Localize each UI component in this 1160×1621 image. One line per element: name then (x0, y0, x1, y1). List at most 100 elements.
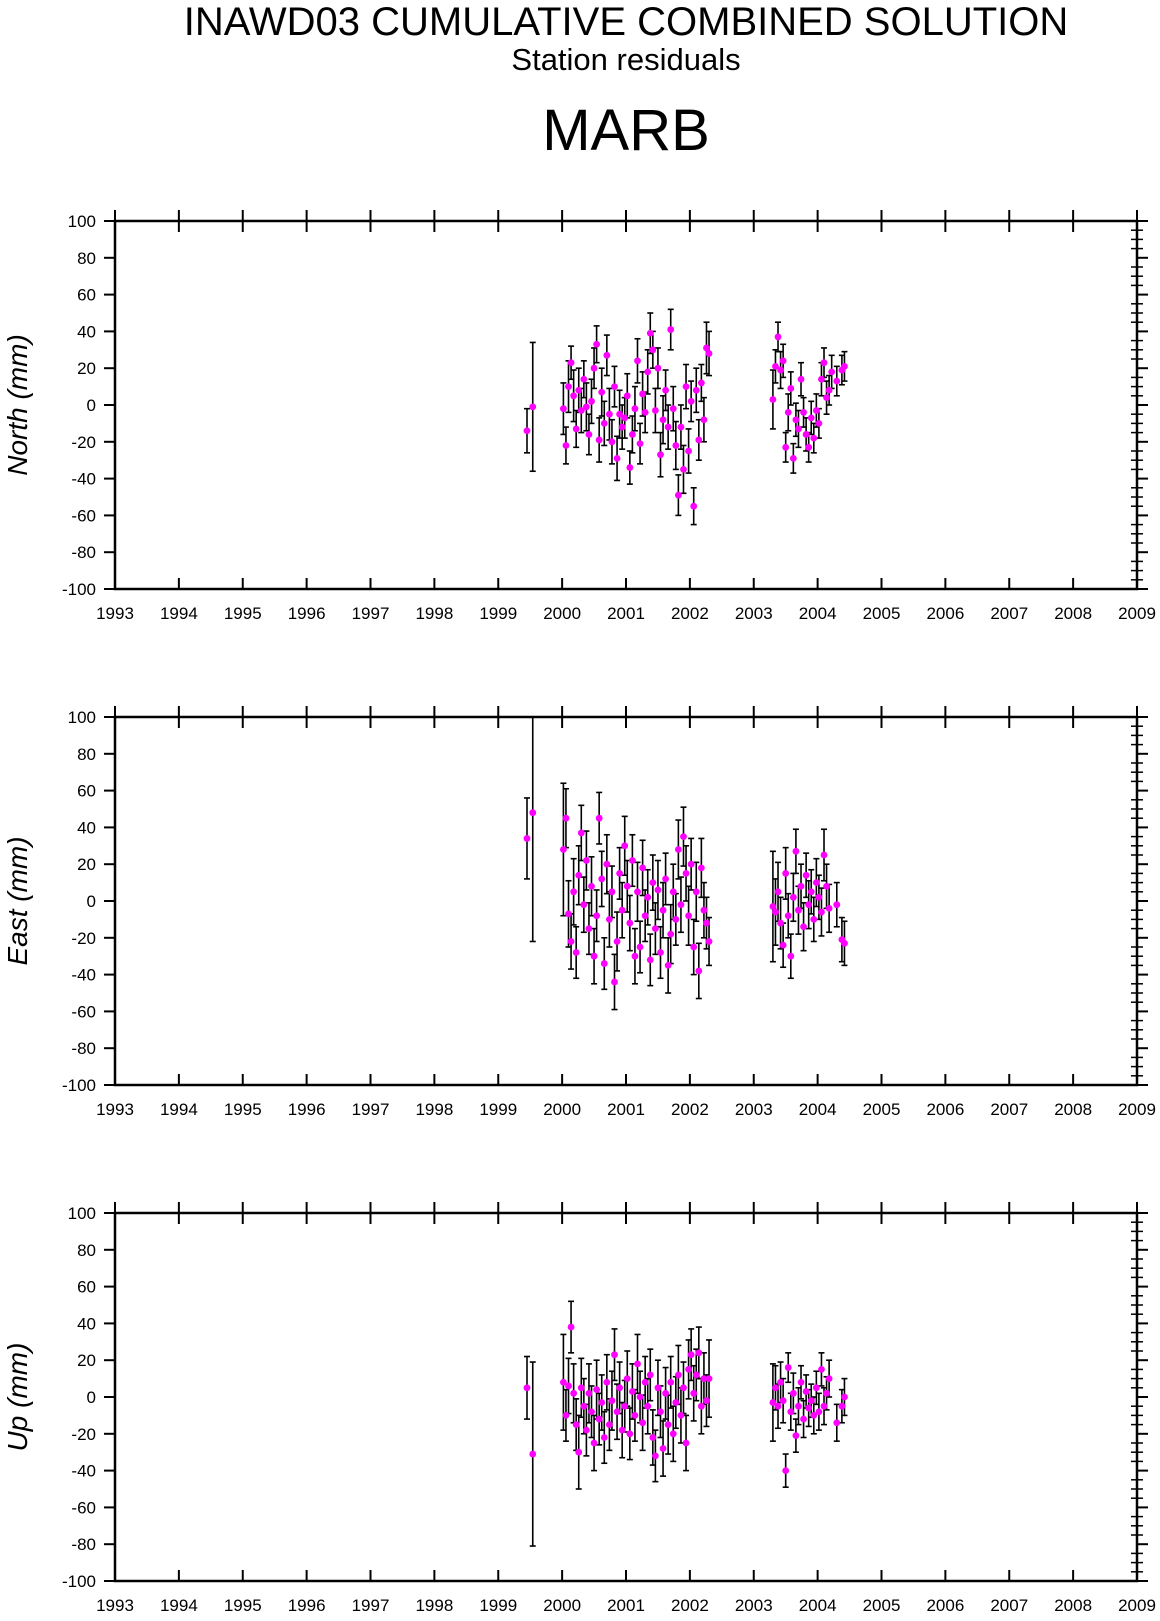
x-tick-label: 2004 (799, 1596, 837, 1615)
data-point (598, 1399, 606, 1406)
data-point (621, 414, 629, 422)
data-point (695, 436, 703, 444)
x-tick-label: 1998 (415, 1596, 453, 1615)
data-point (588, 882, 595, 890)
data-point (682, 383, 690, 390)
data-point (641, 1378, 649, 1386)
data-point (626, 464, 634, 471)
data-point (779, 941, 787, 949)
data-point (672, 916, 680, 923)
data-point (805, 443, 813, 451)
data-point (787, 952, 795, 960)
data-point (611, 978, 618, 986)
data-point (820, 1402, 828, 1410)
data-point (582, 857, 590, 864)
x-tick-label: 1995 (224, 1100, 262, 1119)
data-point (769, 1399, 777, 1406)
data-point (654, 364, 662, 372)
x-tick-label: 1996 (288, 1596, 326, 1615)
data-point (690, 502, 698, 510)
data-point (800, 923, 807, 931)
x-tick-label: 1995 (224, 1596, 262, 1615)
data-point (815, 893, 823, 901)
data-point (680, 833, 687, 840)
x-tick-label: 1999 (479, 1100, 517, 1119)
data-point (697, 379, 705, 387)
data-point (639, 864, 647, 872)
x-tick-label: 1996 (288, 604, 326, 623)
data-point (772, 1384, 779, 1392)
y-tick-label: -40 (71, 1462, 96, 1481)
y-tick-label: 20 (77, 1351, 96, 1370)
data-point (659, 906, 667, 914)
y-tick-label: 20 (77, 359, 96, 378)
data-point (641, 912, 649, 920)
data-point (605, 410, 613, 418)
north-plot-frame (113, 219, 1139, 591)
data-point (567, 938, 575, 945)
data-point (657, 949, 664, 956)
data-point (585, 1389, 593, 1397)
data-point (662, 1389, 670, 1397)
data-point (795, 425, 802, 433)
data-point (690, 943, 698, 951)
data-point (792, 1432, 800, 1440)
data-point (651, 925, 659, 932)
data-point (777, 1378, 784, 1386)
x-tick-label: 1999 (479, 604, 517, 623)
x-tick-label: 2007 (990, 1100, 1028, 1119)
data-point (654, 1384, 662, 1392)
data-point (613, 454, 621, 462)
data-point (580, 1402, 588, 1410)
data-point (825, 386, 833, 394)
y-tick-label: 80 (77, 1241, 96, 1260)
x-tick-label: 2003 (735, 1100, 773, 1119)
data-point (565, 383, 572, 390)
data-point (818, 908, 825, 916)
data-point (782, 870, 790, 877)
data-point (560, 846, 567, 853)
data-point (677, 423, 685, 431)
data-point (560, 1378, 567, 1386)
data-point (677, 1412, 685, 1419)
y-tick-label: -20 (71, 1425, 96, 1444)
data-point (641, 408, 649, 416)
data-point (680, 466, 687, 473)
data-point (651, 407, 659, 414)
east-plot-frame (113, 715, 1139, 1087)
data-point (825, 1375, 833, 1382)
data-point (700, 906, 708, 914)
data-point (582, 403, 590, 411)
y-tick-label: -60 (71, 506, 96, 525)
data-point (784, 408, 792, 416)
data-point (692, 386, 700, 394)
data-point (605, 1421, 613, 1428)
north-panel: 1993 1994 1995 1996 1997 1998 1999 2000 2001 2002… (2, 210, 1156, 623)
data-point (588, 1408, 595, 1416)
data-point (646, 329, 654, 337)
data-point (600, 420, 608, 427)
x-tick-label: 1994 (160, 604, 198, 623)
data-point (654, 886, 662, 894)
data-point (687, 1351, 695, 1359)
data-point (616, 1384, 624, 1392)
data-point (669, 888, 677, 896)
y-tick-label: 60 (77, 1278, 96, 1297)
data-point (590, 1439, 598, 1447)
data-point (523, 1384, 531, 1392)
y-axis-label: Up (mm) (2, 1343, 33, 1452)
x-tick-label: 2008 (1054, 1100, 1092, 1119)
y-tick-label: -20 (71, 929, 96, 948)
data-point (769, 396, 777, 403)
data-point (805, 1404, 813, 1412)
data-point (623, 1375, 631, 1382)
east-panel: 1993 1994 1995 1996 1997 1998 1999 2000 2001 2002… (2, 706, 1156, 1119)
data-point (529, 1450, 537, 1458)
data-point (567, 359, 575, 367)
data-point (815, 1408, 823, 1416)
y-tick-label: -20 (71, 433, 96, 452)
data-point (818, 375, 825, 383)
data-point (616, 410, 624, 418)
data-point (590, 952, 598, 960)
